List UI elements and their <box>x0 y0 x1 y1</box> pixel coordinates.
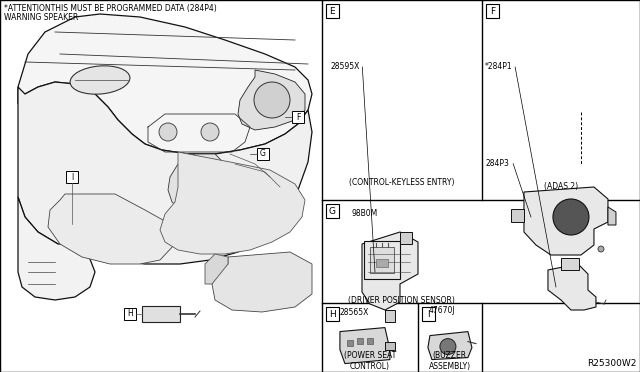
Text: 98B0M: 98B0M <box>352 209 378 218</box>
Text: G: G <box>329 206 336 216</box>
Polygon shape <box>18 14 312 154</box>
Text: I: I <box>427 310 429 319</box>
Polygon shape <box>238 70 305 130</box>
Bar <box>486 4 499 18</box>
Text: F: F <box>296 112 300 122</box>
Text: 47670J: 47670J <box>429 306 455 315</box>
Polygon shape <box>340 328 390 363</box>
Bar <box>357 338 363 344</box>
Text: (CONTROL-KEYLESS ENTRY): (CONTROL-KEYLESS ENTRY) <box>349 178 454 187</box>
Text: 28595X: 28595X <box>330 62 360 71</box>
Circle shape <box>201 123 219 141</box>
Circle shape <box>254 82 290 118</box>
Bar <box>376 259 388 267</box>
Bar <box>326 204 339 218</box>
Text: 284P3: 284P3 <box>485 159 509 168</box>
Text: H: H <box>127 310 133 318</box>
Polygon shape <box>48 194 175 264</box>
Text: E: E <box>330 6 335 16</box>
Bar <box>367 338 373 344</box>
Text: *ATTENTIONTHIS MUST BE PROGRAMMED DATA (284P4): *ATTENTIONTHIS MUST BE PROGRAMMED DATA (… <box>4 4 217 13</box>
Circle shape <box>553 199 589 235</box>
Text: (BUZZER
ASSEMBLY): (BUZZER ASSEMBLY) <box>429 351 471 371</box>
Bar <box>257 148 269 160</box>
Polygon shape <box>205 254 228 284</box>
Bar <box>292 111 304 123</box>
Text: (DRIVER POSITION SENSOR): (DRIVER POSITION SENSOR) <box>349 296 455 305</box>
Polygon shape <box>362 232 418 310</box>
Ellipse shape <box>70 66 130 94</box>
Polygon shape <box>524 187 608 255</box>
Polygon shape <box>212 252 312 312</box>
Polygon shape <box>18 197 95 300</box>
Polygon shape <box>385 310 395 322</box>
Text: R25300W2: R25300W2 <box>587 359 636 368</box>
Polygon shape <box>428 331 472 360</box>
Bar <box>66 171 78 183</box>
Circle shape <box>440 339 456 355</box>
Text: (ADAS 2): (ADAS 2) <box>544 182 578 190</box>
Text: 28565X: 28565X <box>340 308 369 317</box>
Text: WARNING SPEAKER: WARNING SPEAKER <box>4 13 78 22</box>
Bar <box>364 241 400 279</box>
Circle shape <box>598 246 604 252</box>
Text: F: F <box>490 6 495 16</box>
Bar <box>326 307 339 321</box>
Polygon shape <box>511 209 524 222</box>
Polygon shape <box>608 207 616 225</box>
Bar <box>142 306 180 322</box>
Polygon shape <box>168 154 230 212</box>
Polygon shape <box>400 232 412 244</box>
Polygon shape <box>18 82 312 264</box>
Text: I: I <box>71 173 73 182</box>
Polygon shape <box>160 152 305 254</box>
Bar <box>347 340 353 346</box>
Text: *284P1: *284P1 <box>485 62 513 71</box>
Text: G: G <box>260 150 266 158</box>
Polygon shape <box>385 341 395 350</box>
Text: H: H <box>329 310 336 319</box>
Bar <box>124 308 136 320</box>
Text: (POWER SEAT
CONTROL): (POWER SEAT CONTROL) <box>344 351 396 371</box>
Polygon shape <box>548 264 596 310</box>
Bar <box>370 247 394 273</box>
Bar <box>326 4 339 18</box>
Circle shape <box>159 123 177 141</box>
Bar <box>422 307 435 321</box>
Bar <box>561 258 579 270</box>
